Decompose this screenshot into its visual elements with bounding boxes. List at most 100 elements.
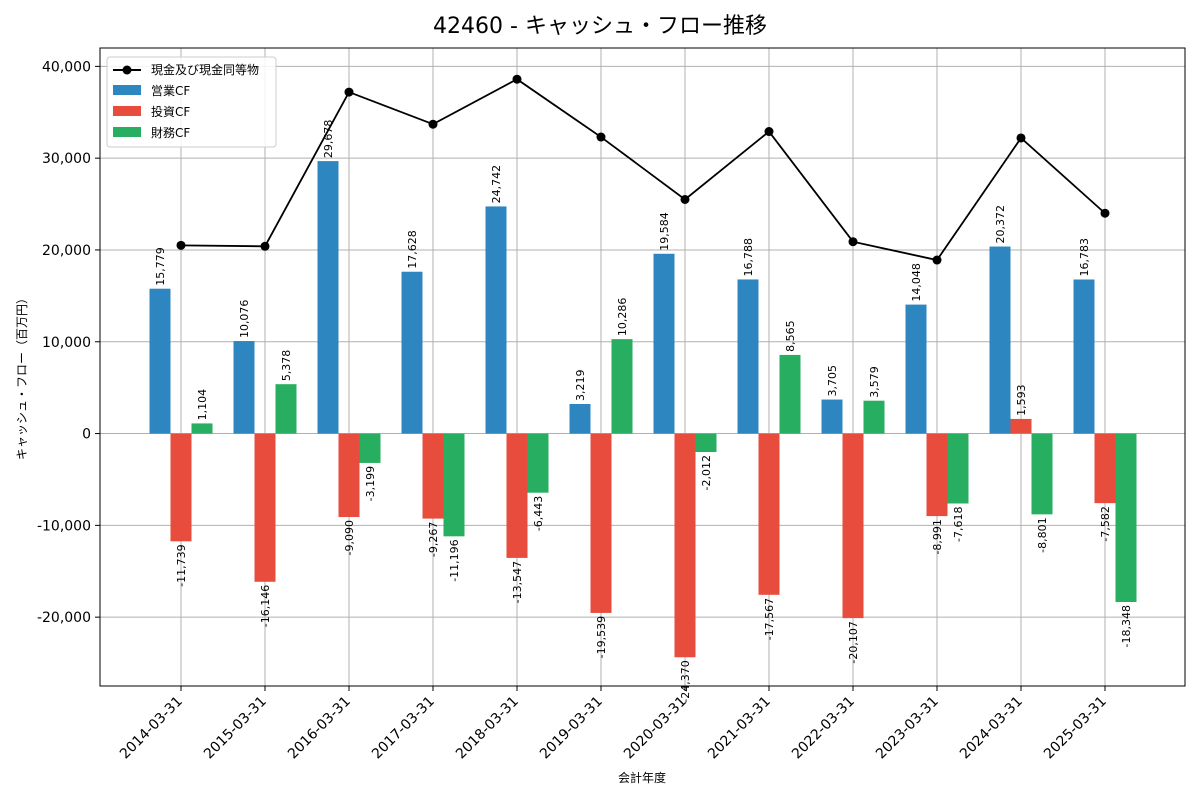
y-tick-label: -20,000 (37, 610, 91, 626)
bar-financing-cf (1115, 433, 1137, 602)
cash-equivalents-point (1100, 208, 1110, 218)
data-label: -9,090 (343, 520, 356, 555)
plot-frame (99, 47, 1186, 687)
bar-financing-cf (191, 423, 213, 434)
bar-investing-cf (842, 433, 864, 619)
bar-investing-cf (170, 433, 192, 542)
bar-investing-cf (338, 433, 360, 517)
cash-equivalents-point (932, 255, 942, 265)
data-label: -18,348 (1120, 605, 1133, 647)
x-tick-label: 2023-03-31 (873, 694, 942, 763)
y-axis-title: キャッシュ・フロー（百万円） (15, 292, 29, 460)
data-label: -9,267 (427, 522, 440, 557)
legend-label-cash: 現金及び現金同等物 (151, 62, 259, 77)
cash-equivalents-point (848, 237, 858, 247)
data-label: 5,378 (280, 350, 293, 382)
y-tick-label: -10,000 (37, 518, 91, 534)
y-tick-label: 40,000 (42, 59, 91, 75)
bar-investing-cf (1094, 433, 1116, 504)
legend-line-marker (122, 65, 132, 75)
data-label: 1,593 (1015, 384, 1028, 416)
legend: 現金及び現金同等物 営業CF 投資CF 財務CF (106, 56, 277, 148)
cash-equivalents-point (428, 119, 438, 129)
bar-investing-cf (926, 433, 948, 517)
bar-operating-cf (485, 206, 507, 434)
bar-operating-cf (569, 404, 591, 434)
x-tick-label: 2014-03-31 (117, 694, 186, 763)
cash-line (176, 74, 1110, 265)
bar-financing-cf (695, 433, 717, 453)
legend-swatch-investing (113, 106, 141, 116)
data-label: 10,286 (616, 298, 629, 337)
legend-label-investing: 投資CF (151, 104, 190, 119)
bar-financing-cf (779, 354, 801, 434)
cash-equivalents-point (344, 87, 354, 97)
cash-equivalents-point (176, 240, 186, 250)
y-tick-label: 30,000 (42, 151, 91, 167)
data-label: 8,565 (784, 320, 797, 352)
y-tick-label: 10,000 (42, 335, 91, 351)
bar-investing-cf (506, 433, 528, 558)
data-label: -17,567 (763, 598, 776, 640)
bar-financing-cf (359, 433, 381, 463)
data-label: 19,584 (658, 212, 671, 251)
bar-financing-cf (1031, 433, 1053, 515)
x-tick-label: 2025-03-31 (1041, 694, 1110, 763)
bar-operating-cf (989, 246, 1011, 434)
data-label: 15,779 (154, 247, 167, 286)
bar-investing-cf (674, 433, 696, 658)
bar-investing-cf (1010, 418, 1032, 434)
data-label: -11,196 (448, 539, 461, 581)
data-label: -24,370 (679, 660, 692, 702)
bar-financing-cf (275, 384, 297, 434)
data-label: 3,219 (574, 370, 587, 402)
data-label: -19,539 (595, 616, 608, 658)
data-label: 10,076 (238, 300, 251, 339)
cash-equivalents-point (512, 74, 522, 84)
bar-financing-cf (443, 433, 465, 537)
bar-financing-cf (863, 400, 885, 434)
legend-label-financing: 財務CF (151, 125, 190, 140)
bar-operating-cf (149, 288, 171, 434)
y-tick-label: 20,000 (42, 243, 91, 259)
bar-operating-cf (821, 399, 843, 434)
data-label: 3,705 (826, 365, 839, 397)
bar-investing-cf (758, 433, 780, 595)
data-label: 3,579 (868, 366, 881, 398)
cash-equivalents-point (764, 127, 774, 137)
x-tick-label: 2017-03-31 (369, 694, 438, 763)
data-label: -11,739 (175, 544, 188, 586)
data-label: -7,582 (1099, 506, 1112, 541)
data-label: 14,048 (910, 263, 923, 302)
data-labels: 15,779 10,076 29,678 17,628 24,742 3,219 19,58… (154, 120, 1133, 703)
bar-operating-cf (233, 341, 255, 434)
data-label: 16,783 (1078, 238, 1091, 277)
x-tick-label: 2016-03-31 (285, 694, 354, 763)
x-tick-label: 2015-03-31 (201, 694, 270, 763)
data-label: -6,443 (532, 496, 545, 531)
bar-operating-cf (1073, 279, 1095, 434)
cash-equivalents-point (260, 241, 270, 251)
bars (149, 161, 1137, 658)
data-label: -2,012 (700, 455, 713, 490)
legend-swatch-financing (113, 127, 141, 137)
data-label: 16,788 (742, 238, 755, 277)
x-tick-label: 2019-03-31 (537, 694, 606, 763)
bar-operating-cf (737, 279, 759, 434)
bar-investing-cf (422, 433, 444, 519)
x-axis-title: 会計年度 (618, 770, 666, 785)
data-label: -7,618 (952, 506, 965, 541)
data-label: -13,547 (511, 561, 524, 603)
x-tick-label: 2020-03-31 (621, 694, 690, 763)
cash-equivalents-line (180, 78, 1106, 262)
data-label: 17,628 (406, 230, 419, 269)
cash-equivalents-point (680, 194, 690, 204)
bar-investing-cf (590, 433, 612, 613)
x-tick-label: 2021-03-31 (705, 694, 774, 763)
data-label: 1,104 (196, 389, 209, 421)
cash-equivalents-point (1016, 133, 1026, 143)
data-label: 20,372 (994, 205, 1007, 244)
x-tick-label: 2024-03-31 (957, 694, 1026, 763)
